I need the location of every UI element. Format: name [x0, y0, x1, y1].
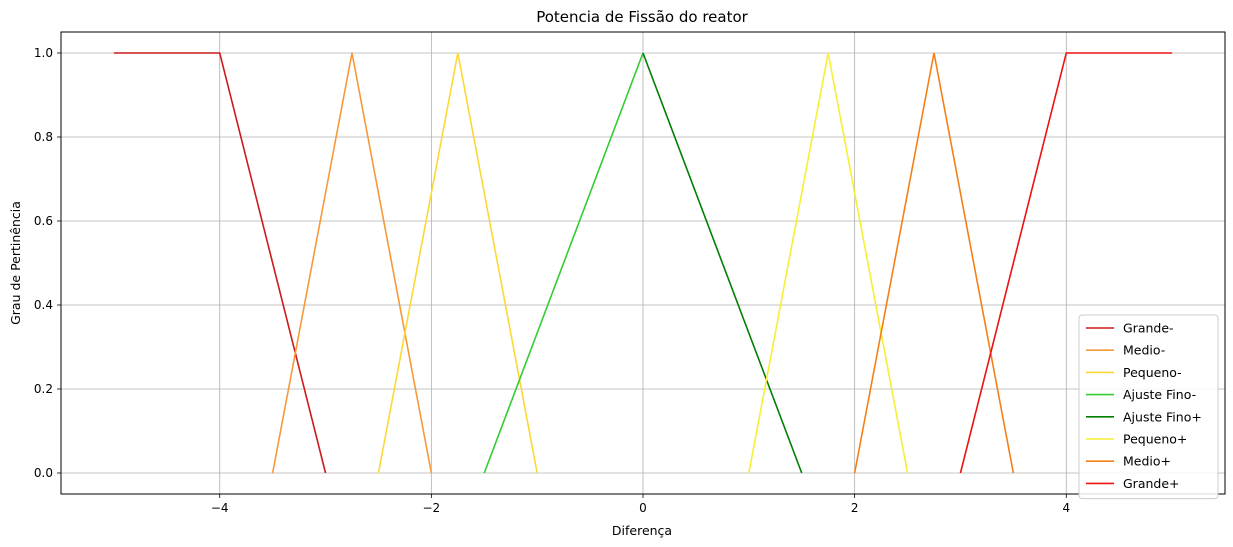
y-tick-label: 1.0 — [34, 46, 53, 60]
chart-title: Potencia de Fissão do reator — [536, 8, 748, 26]
series-line-grande-plus — [959, 52, 1173, 474]
legend-entry-label: Grande+ — [1123, 476, 1180, 491]
axis-ticks: −4 −2 0 2 4 0.0 0.2 0.4 0.6 0.8 1.0 — [34, 46, 1070, 515]
series-line-grande-minus — [113, 52, 327, 474]
y-axis-label: Grau de Pertinência — [8, 201, 23, 325]
legend-box — [1078, 314, 1219, 500]
series-line-ajuste-fino-plus — [642, 52, 803, 474]
legend: Grande- Medio- Pequeno- Ajuste Fino- Ajuste … — [1078, 314, 1219, 500]
legend-entry-label: Ajuste Fino- — [1123, 387, 1196, 402]
y-tick-label: 0.6 — [34, 214, 53, 228]
series-line-medio-plus — [853, 52, 1015, 474]
x-tick-label: 0 — [639, 501, 647, 515]
series-line-pequeno-minus — [377, 52, 538, 474]
legend-entry-label: Medio- — [1123, 343, 1165, 358]
series-line-pequeno-plus — [748, 52, 909, 474]
legend-entry-label: Grande- — [1123, 321, 1174, 336]
x-tick-label: −2 — [423, 501, 441, 515]
legend-entry-label: Ajuste Fino+ — [1123, 409, 1202, 424]
series-line-medio-minus — [271, 52, 433, 474]
grid — [61, 32, 1225, 494]
series-lines — [113, 52, 1173, 474]
y-tick-label: 0.0 — [34, 466, 53, 480]
x-tick-label: 2 — [851, 501, 859, 515]
y-tick-label: 0.8 — [34, 130, 53, 144]
x-axis-label: Diferença — [612, 523, 672, 538]
y-tick-label: 0.2 — [34, 382, 53, 396]
x-tick-label: −4 — [211, 501, 229, 515]
x-tick-label: 4 — [1062, 501, 1070, 515]
legend-entry-label: Pequeno- — [1123, 365, 1182, 380]
legend-entry-label: Pequeno+ — [1123, 432, 1187, 447]
series-line-ajuste-fino-minus — [483, 52, 644, 474]
legend-entry-label: Medio+ — [1123, 454, 1171, 469]
y-tick-label: 0.4 — [34, 298, 53, 312]
